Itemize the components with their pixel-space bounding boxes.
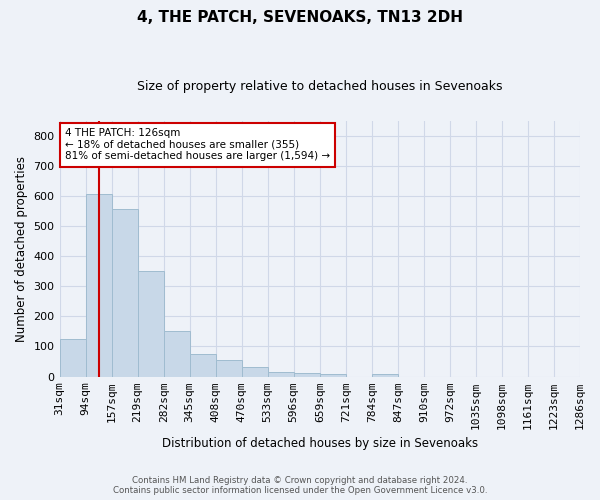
Y-axis label: Number of detached properties: Number of detached properties bbox=[15, 156, 28, 342]
Bar bbox=[59, 339, 86, 376]
X-axis label: Distribution of detached houses by size in Sevenoaks: Distribution of detached houses by size … bbox=[162, 437, 478, 450]
Text: Contains HM Land Registry data © Crown copyright and database right 2024.
Contai: Contains HM Land Registry data © Crown c… bbox=[113, 476, 487, 495]
Bar bbox=[86, 194, 112, 376]
Bar bbox=[320, 374, 346, 376]
Bar bbox=[372, 374, 398, 376]
Bar bbox=[268, 372, 294, 376]
Bar bbox=[164, 332, 190, 376]
Bar bbox=[242, 366, 268, 376]
Bar bbox=[294, 372, 320, 376]
Text: 4, THE PATCH, SEVENOAKS, TN13 2DH: 4, THE PATCH, SEVENOAKS, TN13 2DH bbox=[137, 10, 463, 25]
Bar bbox=[215, 360, 242, 376]
Text: 4 THE PATCH: 126sqm
← 18% of detached houses are smaller (355)
81% of semi-detac: 4 THE PATCH: 126sqm ← 18% of detached ho… bbox=[65, 128, 330, 162]
Title: Size of property relative to detached houses in Sevenoaks: Size of property relative to detached ho… bbox=[137, 80, 503, 93]
Bar bbox=[190, 354, 215, 376]
Bar bbox=[137, 271, 164, 376]
Bar bbox=[112, 210, 137, 376]
